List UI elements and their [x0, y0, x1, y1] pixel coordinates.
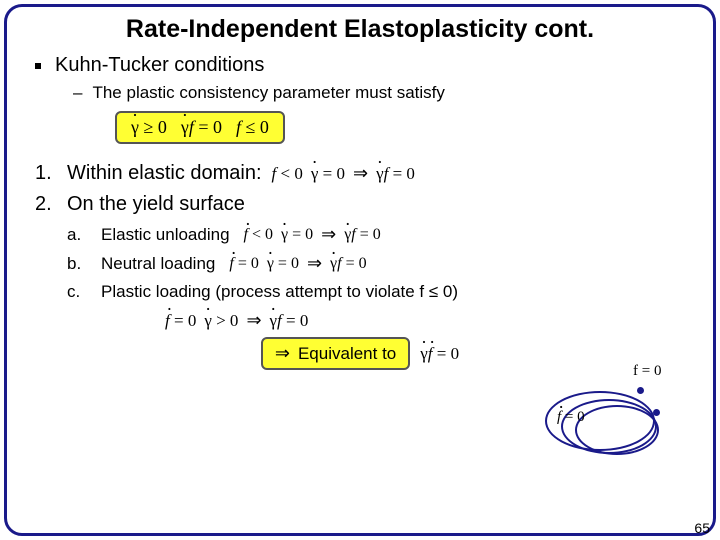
item-2a-text: Elastic unloading	[101, 225, 230, 245]
f-label-1: f = 0	[633, 363, 661, 380]
dash-icon: –	[73, 83, 82, 103]
f-label-2: f = 0	[557, 409, 585, 426]
item-2b-label: b.	[67, 254, 87, 274]
item-2a-math: f < 0 γ = 0 ⇒ γf = 0	[244, 224, 381, 245]
item-1-math: f < 0 γ = 0 ⇒ γf = 0	[272, 163, 415, 184]
item-2a-label: a.	[67, 225, 87, 245]
kt-conditions-box: γ ≥ 0 γf = 0 f ≤ 0	[115, 111, 285, 144]
item-2c-math-row: f = 0 γ > 0 ⇒ γf = 0	[165, 310, 695, 331]
item-2-text: On the yield surface	[67, 193, 245, 216]
bullet-dot-icon	[35, 63, 41, 69]
equivalent-box: ⇒ Equivalent to	[261, 337, 410, 370]
item-2b-math: f = 0 γ = 0 ⇒ γf = 0	[229, 253, 366, 274]
sub-bullet-text: The plastic consistency parameter must s…	[92, 83, 444, 103]
item-2a: a. Elastic unloading f < 0 γ = 0 ⇒ γf = …	[67, 224, 695, 245]
yield-surface-diagram: f = 0 f = 0	[537, 349, 687, 469]
item-2-number: 2.	[35, 193, 57, 216]
item-2c: c. Plastic loading (process attempt to v…	[67, 282, 695, 302]
ellipse-inner	[575, 405, 659, 455]
kt-gamma-f: γf = 0	[181, 117, 222, 138]
item-1-text: Within elastic domain:	[67, 162, 262, 185]
kt-f-leq: f ≤ 0	[236, 117, 269, 138]
slide-title: Rate-Independent Elastoplasticity cont.	[25, 15, 695, 44]
slide-frame: Rate-Independent Elastoplasticity cont. …	[4, 4, 716, 536]
item-1-number: 1.	[35, 162, 57, 185]
item-2b: b. Neutral loading f = 0 γ = 0 ⇒ γf = 0	[67, 253, 695, 274]
implies-icon: ⇒	[275, 343, 290, 364]
item-2c-label: c.	[67, 282, 87, 302]
dot-1	[637, 387, 644, 394]
item-2c-text: Plastic loading (process attempt to viol…	[101, 282, 458, 302]
sub-bullet-consistency: – The plastic consistency parameter must…	[73, 83, 695, 103]
page-number: 65	[694, 520, 710, 536]
item-2b-text: Neutral loading	[101, 254, 215, 274]
bullet-kuhn-tucker: Kuhn-Tucker conditions	[35, 54, 695, 77]
item-1-elastic-domain: 1. Within elastic domain: f < 0 γ = 0 ⇒ …	[35, 162, 695, 185]
item-2-yield-surface: 2. On the yield surface	[35, 193, 695, 216]
equivalent-text: Equivalent to	[298, 344, 396, 364]
item-2c-math: f = 0 γ > 0 ⇒ γf = 0	[165, 310, 308, 331]
bullet-text: Kuhn-Tucker conditions	[55, 54, 264, 77]
kt-gamma-geq: γ ≥ 0	[131, 117, 167, 138]
equivalent-math: γf = 0	[420, 344, 459, 364]
dot-2	[653, 409, 660, 416]
